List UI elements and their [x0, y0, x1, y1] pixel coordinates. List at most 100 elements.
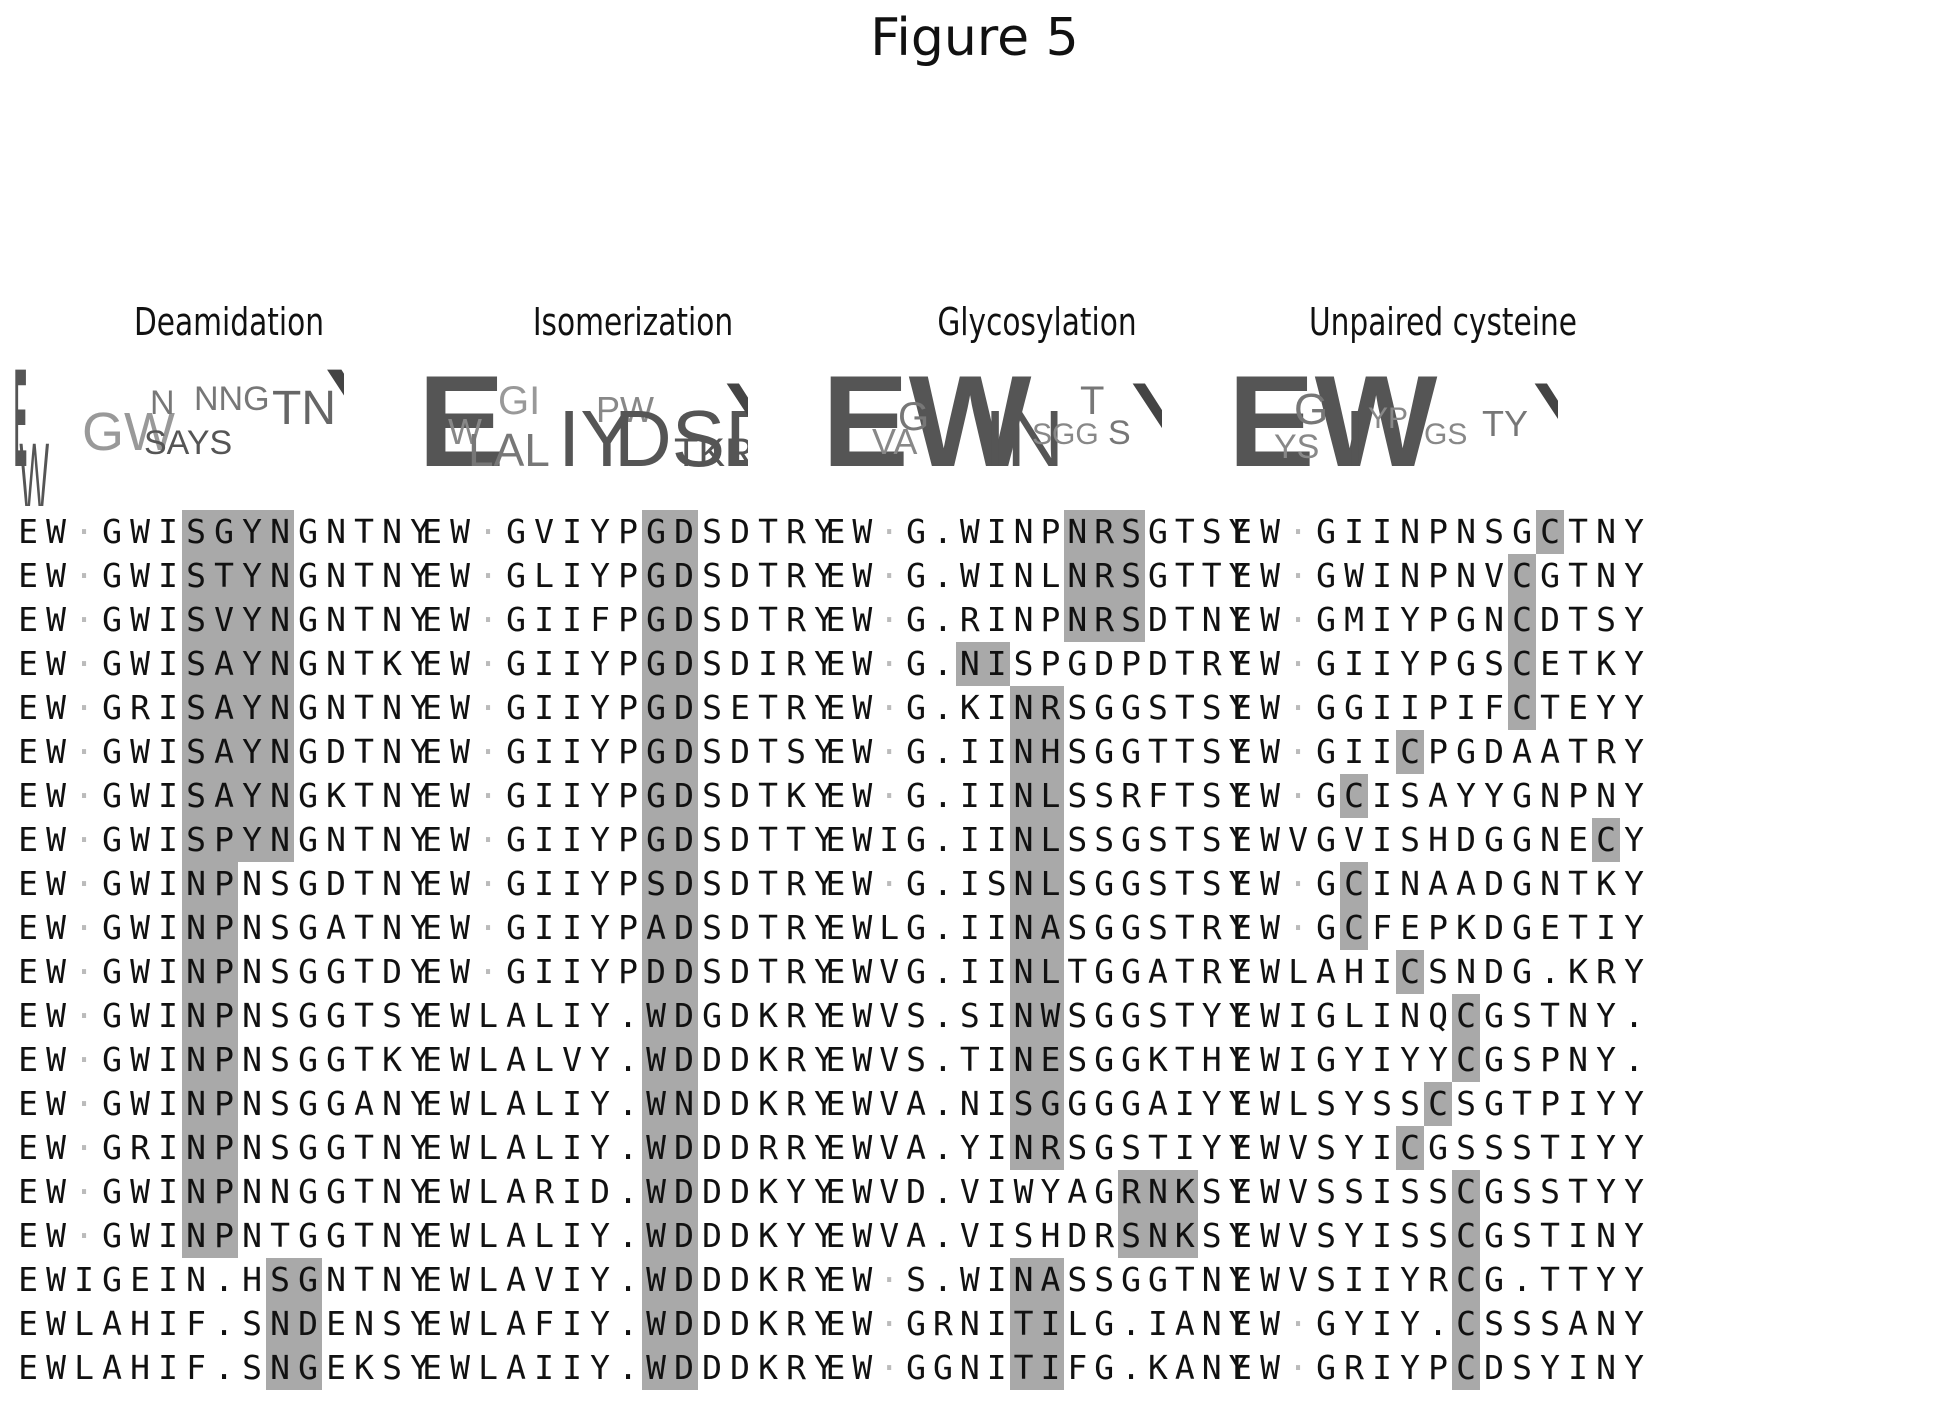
- residue: T: [1067, 952, 1088, 991]
- panel-title: Unpaired cysteine: [1308, 300, 1578, 344]
- residue: ·: [1288, 908, 1308, 947]
- residue: S: [1456, 1128, 1476, 1167]
- residue: Y: [814, 820, 834, 859]
- residue: R: [786, 1084, 806, 1123]
- residue: N: [242, 1172, 262, 1211]
- residue: G: [933, 1348, 953, 1387]
- residue: G: [102, 1084, 122, 1123]
- residue: G: [1094, 688, 1115, 727]
- residue: I: [986, 1348, 1007, 1387]
- residue: ·: [879, 644, 900, 683]
- residue: P: [1540, 1040, 1560, 1079]
- residue: Y: [410, 864, 430, 903]
- residue: S: [1456, 1084, 1476, 1123]
- residue: Y: [590, 908, 610, 947]
- sequence-row: E W · G V I Y P G D S D T R Y: [418, 510, 848, 554]
- sequence-row: E W · G W I S A Y N G N T K Y: [14, 642, 444, 686]
- residue: D: [1067, 1216, 1088, 1255]
- residue: R: [786, 996, 806, 1035]
- residue: S: [1094, 776, 1115, 815]
- residue: N: [242, 1040, 262, 1079]
- residue: ·: [1288, 776, 1308, 815]
- residue: W: [1260, 688, 1280, 727]
- residue: P: [1540, 1084, 1560, 1123]
- residue: A: [906, 1216, 926, 1255]
- residue: I: [158, 556, 178, 595]
- residue: E: [18, 776, 38, 815]
- sequence-row: E W · G W I S A Y N G K T N Y: [14, 774, 444, 818]
- residue: G: [1456, 600, 1476, 639]
- residue: L: [74, 1348, 94, 1387]
- residue: I: [1288, 996, 1308, 1035]
- residue: ·: [879, 732, 900, 771]
- residue: S: [1512, 1348, 1532, 1387]
- residue: I: [1372, 512, 1392, 551]
- residue: I: [1372, 1260, 1392, 1299]
- residue: A: [506, 1128, 526, 1167]
- residue: E: [18, 952, 38, 991]
- logo-letter: VA: [872, 421, 917, 462]
- residue: W: [1260, 864, 1280, 903]
- residue: G: [298, 644, 318, 683]
- residue: S: [1117, 510, 1145, 554]
- residue: G: [1484, 1260, 1504, 1299]
- residue: I: [562, 1128, 582, 1167]
- residue: W: [130, 732, 150, 771]
- residue: G: [1121, 908, 1141, 947]
- residue: I: [1372, 952, 1392, 991]
- sequence-row: E W · G L I Y P G D S D T R Y: [418, 554, 848, 598]
- residue: I: [986, 1040, 1007, 1079]
- residue: I: [158, 996, 178, 1035]
- residue: D: [670, 1302, 698, 1346]
- residue: S: [1400, 1172, 1420, 1211]
- residue: G: [1316, 556, 1336, 595]
- residue: N: [1201, 1304, 1222, 1343]
- residue: Y: [410, 1172, 430, 1211]
- residue: T: [354, 732, 374, 771]
- residue: V: [1288, 1260, 1308, 1299]
- residue: Y: [1596, 996, 1616, 1035]
- residue: E: [422, 996, 442, 1035]
- residue: N: [1063, 598, 1091, 642]
- residue: D: [730, 952, 750, 991]
- residue: V: [534, 1260, 554, 1299]
- residue: T: [1010, 1302, 1037, 1346]
- residue: G: [506, 864, 526, 903]
- sequence-logo: EW VA G IN SGG T S Y: [822, 354, 1162, 494]
- residue: E: [18, 1216, 38, 1255]
- residue: W: [46, 644, 66, 683]
- residue: N: [182, 994, 210, 1038]
- residue: N: [1568, 996, 1588, 1035]
- residue: T: [1540, 1260, 1560, 1299]
- residue: W: [46, 1040, 66, 1079]
- residue: A: [1428, 864, 1448, 903]
- residue: I: [1372, 1216, 1392, 1255]
- residue: G: [506, 556, 526, 595]
- residue: I: [562, 864, 582, 903]
- residue: Y: [590, 512, 610, 551]
- panel-unpaired-cysteine: Unpaired cysteine EW YS G I YP GS TY Y E…: [1228, 300, 1658, 1390]
- residue: T: [354, 908, 374, 947]
- residue: E: [422, 600, 442, 639]
- logo-letter: TN: [272, 382, 336, 435]
- residue: ·: [74, 1084, 94, 1123]
- residue: Y: [1228, 1260, 1249, 1299]
- residue: D: [670, 1170, 698, 1214]
- residue: W: [46, 952, 66, 991]
- residue: N: [1013, 512, 1034, 551]
- residue: E: [422, 556, 442, 595]
- logo-letter: TKR: [674, 431, 748, 475]
- panel-glycosylation: Glycosylation EW VA G IN SGG T S Y EW·G.…: [822, 300, 1252, 1390]
- residue: Y: [1400, 1348, 1420, 1387]
- residue: G: [298, 1172, 318, 1211]
- residue: R: [1201, 952, 1222, 991]
- residue: I: [562, 996, 582, 1035]
- residue: R: [786, 952, 806, 991]
- logo-letter: E: [418, 354, 505, 494]
- residue: S: [1201, 512, 1222, 551]
- residue: D: [730, 864, 750, 903]
- residue: G: [102, 688, 122, 727]
